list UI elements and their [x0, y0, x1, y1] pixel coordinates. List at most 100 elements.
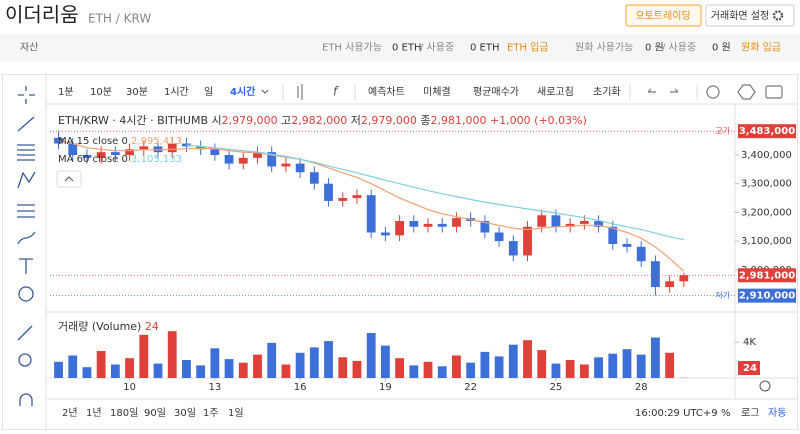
- volume-bar: [636, 354, 646, 378]
- volume-bar: [608, 353, 618, 378]
- candle-body: [338, 198, 348, 201]
- ma-value: 3,105,133: [131, 154, 182, 165]
- ma-line: [186, 144, 684, 241]
- eth-deposit[interactable]: ETH 입금: [507, 41, 549, 54]
- ma-value: 2,995,413: [131, 136, 182, 147]
- fib-tool[interactable]: [17, 144, 35, 161]
- volume-bar: [565, 360, 575, 378]
- volume-current-label: 24: [743, 363, 757, 374]
- scale-option[interactable]: 로그: [741, 408, 759, 419]
- y-tick-label: 3,200,000: [741, 207, 792, 218]
- indicator-icon[interactable]: f: [333, 85, 339, 99]
- candle-body: [423, 223, 433, 227]
- tool-button[interactable]: 예측차트: [368, 86, 405, 98]
- axis-settings[interactable]: [759, 380, 771, 392]
- interval-button[interactable]: 1분: [58, 86, 74, 98]
- volume-title: 거래량 (Volume): [58, 320, 141, 333]
- candle-body: [110, 152, 120, 156]
- interval-button[interactable]: 1시간: [164, 86, 189, 98]
- emoji-tool[interactable]: [18, 286, 34, 302]
- volume-legend: 거래량 (Volume) 24: [58, 320, 159, 333]
- coin-title: 이더리움: [5, 3, 79, 27]
- interval-button[interactable]: 일: [204, 86, 213, 98]
- candle-body: [253, 152, 262, 158]
- volume-bar: [96, 351, 106, 378]
- auto-trade-button[interactable]: [625, 4, 702, 27]
- tool-button[interactable]: 새로고침: [537, 86, 574, 98]
- range-button[interactable]: 30일: [174, 407, 196, 419]
- volume-current-box: [738, 361, 760, 375]
- settings-icon[interactable]: [737, 84, 756, 100]
- crosshair-tool[interactable]: [18, 86, 35, 104]
- candle-body: [594, 221, 603, 227]
- ma-legend: MA 60 close 0 3,105,133: [58, 154, 182, 165]
- volume-bar: [238, 362, 248, 378]
- projection-tool[interactable]: [17, 204, 35, 218]
- candle-body: [82, 155, 92, 158]
- trend-tool[interactable]: [17, 116, 35, 132]
- chart-type-icon[interactable]: [297, 84, 303, 100]
- range-button[interactable]: 1년: [86, 407, 102, 419]
- interval-button[interactable]: 10분: [90, 86, 112, 98]
- range-button[interactable]: 180일: [110, 407, 138, 419]
- candle-body: [636, 246, 646, 262]
- volume-bar: [167, 331, 177, 378]
- toolbar-icons: f: [297, 84, 783, 100]
- x-tick-label: 16: [294, 382, 307, 393]
- zoom-tool[interactable]: [18, 353, 32, 367]
- candle-body: [324, 183, 333, 201]
- krw-in-use-label: / 사용중: [662, 42, 696, 54]
- pattern-tool[interactable]: [17, 171, 36, 189]
- redo-icon[interactable]: [670, 88, 679, 93]
- volume-bar: [210, 348, 220, 378]
- settings-button[interactable]: [705, 4, 795, 27]
- candle-body: [167, 143, 177, 153]
- volume-bar: [82, 367, 92, 378]
- candle-body: [125, 149, 134, 156]
- volume-bar: [494, 356, 504, 378]
- range-button[interactable]: 1일: [228, 407, 244, 419]
- candle-body: [537, 215, 547, 227]
- scale-option[interactable]: %: [721, 408, 731, 419]
- legend-value: 2,981,000: [430, 114, 486, 127]
- text-tool[interactable]: [19, 258, 33, 274]
- gear-icon: [772, 10, 784, 21]
- interval-dropdown: [261, 89, 269, 94]
- volume-bar: [452, 355, 461, 378]
- volume-bar: [579, 364, 589, 378]
- candle-body: [409, 221, 419, 227]
- candle-body: [352, 195, 362, 199]
- krw-deposit[interactable]: 원화 입금: [741, 41, 781, 54]
- candle-body: [508, 241, 518, 256]
- eth-in-use-label: / 사용중: [420, 42, 454, 54]
- collapse-button[interactable]: [56, 170, 82, 188]
- tool-button[interactable]: 미체결: [423, 86, 451, 98]
- eth-available: 0 ETH: [392, 43, 422, 54]
- interval-button[interactable]: 30분: [126, 86, 148, 98]
- range-button[interactable]: 1주: [203, 408, 219, 419]
- krw-available-label: 원화 사용가능: [575, 42, 633, 54]
- legend-title: ETH/KRW · 4시간 · BITHUMB: [58, 114, 208, 127]
- brush-tool[interactable]: [17, 231, 36, 245]
- scale-option[interactable]: 자동: [768, 407, 786, 419]
- tool-button[interactable]: 평균매수가: [473, 86, 519, 98]
- x-tick-label: 25: [550, 382, 563, 393]
- volume-bar: [508, 344, 518, 378]
- candle-body: [523, 226, 532, 256]
- magnet-tool[interactable]: [19, 393, 33, 406]
- volume-bar: [68, 355, 78, 378]
- volume-bar: [409, 365, 419, 378]
- measure-tool[interactable]: [17, 325, 33, 341]
- tool-button[interactable]: 초기화: [593, 86, 621, 98]
- range-button[interactable]: 90일: [144, 407, 166, 419]
- volume-bar: [366, 333, 376, 378]
- interval-button[interactable]: 4시간: [230, 85, 256, 98]
- legend-label: 시: [212, 114, 222, 127]
- undo-icon[interactable]: [647, 88, 656, 93]
- snapshot-icon[interactable]: [765, 85, 783, 99]
- alert-icon[interactable]: [706, 85, 720, 99]
- marker-label: 2,981,000: [739, 270, 795, 281]
- y-tick-label: 3,100,000: [741, 236, 792, 247]
- x-tick-label: 19: [379, 382, 392, 393]
- range-button[interactable]: 2년: [62, 407, 78, 419]
